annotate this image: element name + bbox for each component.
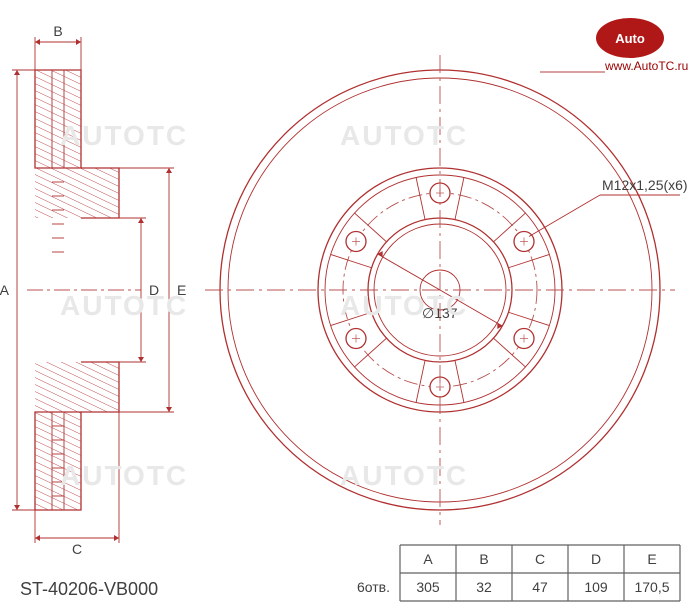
svg-text:C: C	[72, 541, 82, 557]
technical-drawing: M12x1,25(x6) ∅137 B C A D E A 305 B 32 C 47 D 109 E 170,…	[0, 0, 700, 613]
svg-text:D: D	[149, 282, 159, 298]
svg-text:D: D	[591, 551, 601, 567]
svg-text:E: E	[647, 551, 656, 567]
svg-text:47: 47	[532, 579, 548, 595]
svg-text:32: 32	[476, 579, 492, 595]
svg-text:6отв.: 6отв.	[357, 579, 390, 595]
svg-text:B: B	[53, 23, 62, 39]
svg-text:305: 305	[416, 579, 440, 595]
svg-text:M12x1,25(x6): M12x1,25(x6)	[602, 177, 688, 193]
svg-text:C: C	[535, 551, 545, 567]
svg-text:E: E	[177, 282, 186, 298]
svg-text:A: A	[0, 282, 10, 298]
svg-text:B: B	[479, 551, 488, 567]
svg-text:∅137: ∅137	[422, 305, 458, 321]
svg-text:109: 109	[584, 579, 608, 595]
svg-text:Auto: Auto	[615, 31, 645, 46]
svg-text:A: A	[423, 551, 433, 567]
svg-text:170,5: 170,5	[634, 579, 669, 595]
svg-text:ST-40206-VB000: ST-40206-VB000	[20, 579, 158, 599]
svg-text:www.AutoTC.ru: www.AutoTC.ru	[604, 59, 688, 73]
